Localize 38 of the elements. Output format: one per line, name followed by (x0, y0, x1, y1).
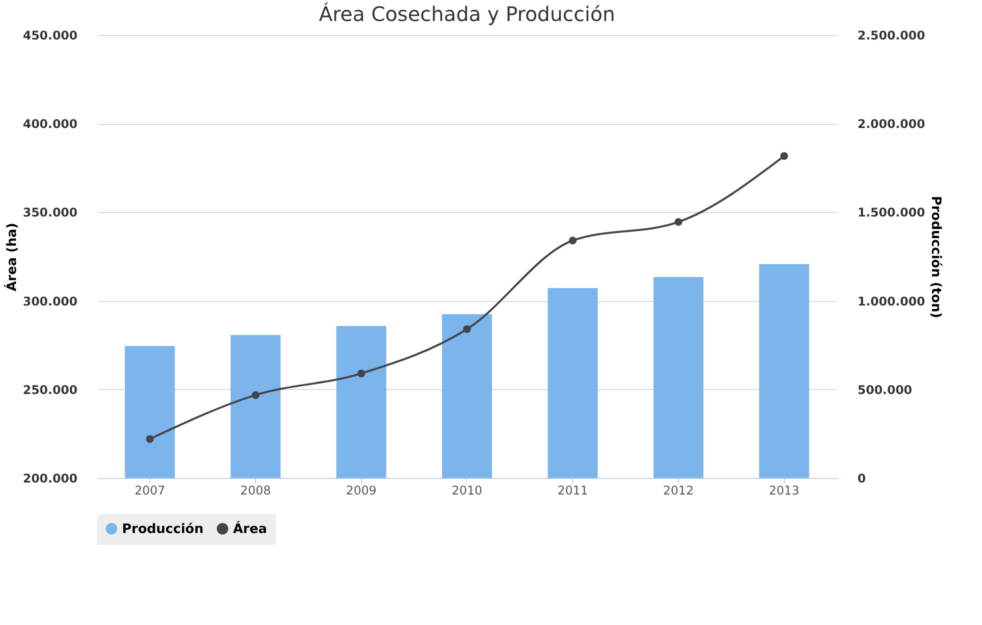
y-axis-title: Área (ha) (2, 222, 20, 292)
y2-tick-label: 0 (858, 472, 866, 486)
bar (442, 314, 492, 478)
y2-axis-title: Producción (ton) (928, 196, 944, 318)
x-tick-label: 2008 (240, 484, 271, 498)
x-tick-label: 2011 (557, 484, 588, 498)
y-tick-label: 450.000 (22, 28, 78, 42)
y2-tick-label: 2.500.000 (858, 28, 926, 42)
y-tick-label: 400.000 (22, 117, 78, 132)
bar (124, 346, 175, 478)
point (357, 370, 366, 378)
bar (230, 335, 281, 478)
legend-label: Área (233, 520, 268, 537)
y-tick-label: 350.000 (22, 206, 78, 220)
bar (759, 264, 810, 478)
x-tick-label: 2012 (663, 484, 694, 498)
x-tick-label: 2013 (768, 484, 800, 498)
y2-tick-label: 2.000.000 (858, 117, 926, 132)
y-tick-label: 300.000 (22, 294, 78, 308)
x-tick-label: 2007 (134, 484, 166, 498)
legend-label: Producción (122, 522, 204, 537)
point (252, 391, 260, 399)
y2-tick-label: 500.000 (858, 382, 912, 397)
bar (548, 288, 598, 478)
point (780, 152, 788, 160)
bar (653, 277, 704, 478)
bar (336, 326, 386, 478)
point (146, 435, 154, 443)
y-tick-label: 250.000 (22, 382, 78, 397)
point (568, 236, 577, 244)
y2-tick-label: 1.000.000 (858, 294, 926, 308)
x-tick-label: 2009 (346, 484, 377, 498)
x-tick-label: 2010 (452, 484, 482, 498)
point (674, 218, 682, 226)
chart-title: Área Cosechada y Producción (318, 2, 616, 26)
y2-tick-label: 1.500.000 (858, 206, 926, 220)
y-tick-label: 200.000 (22, 472, 78, 486)
point (463, 325, 471, 334)
